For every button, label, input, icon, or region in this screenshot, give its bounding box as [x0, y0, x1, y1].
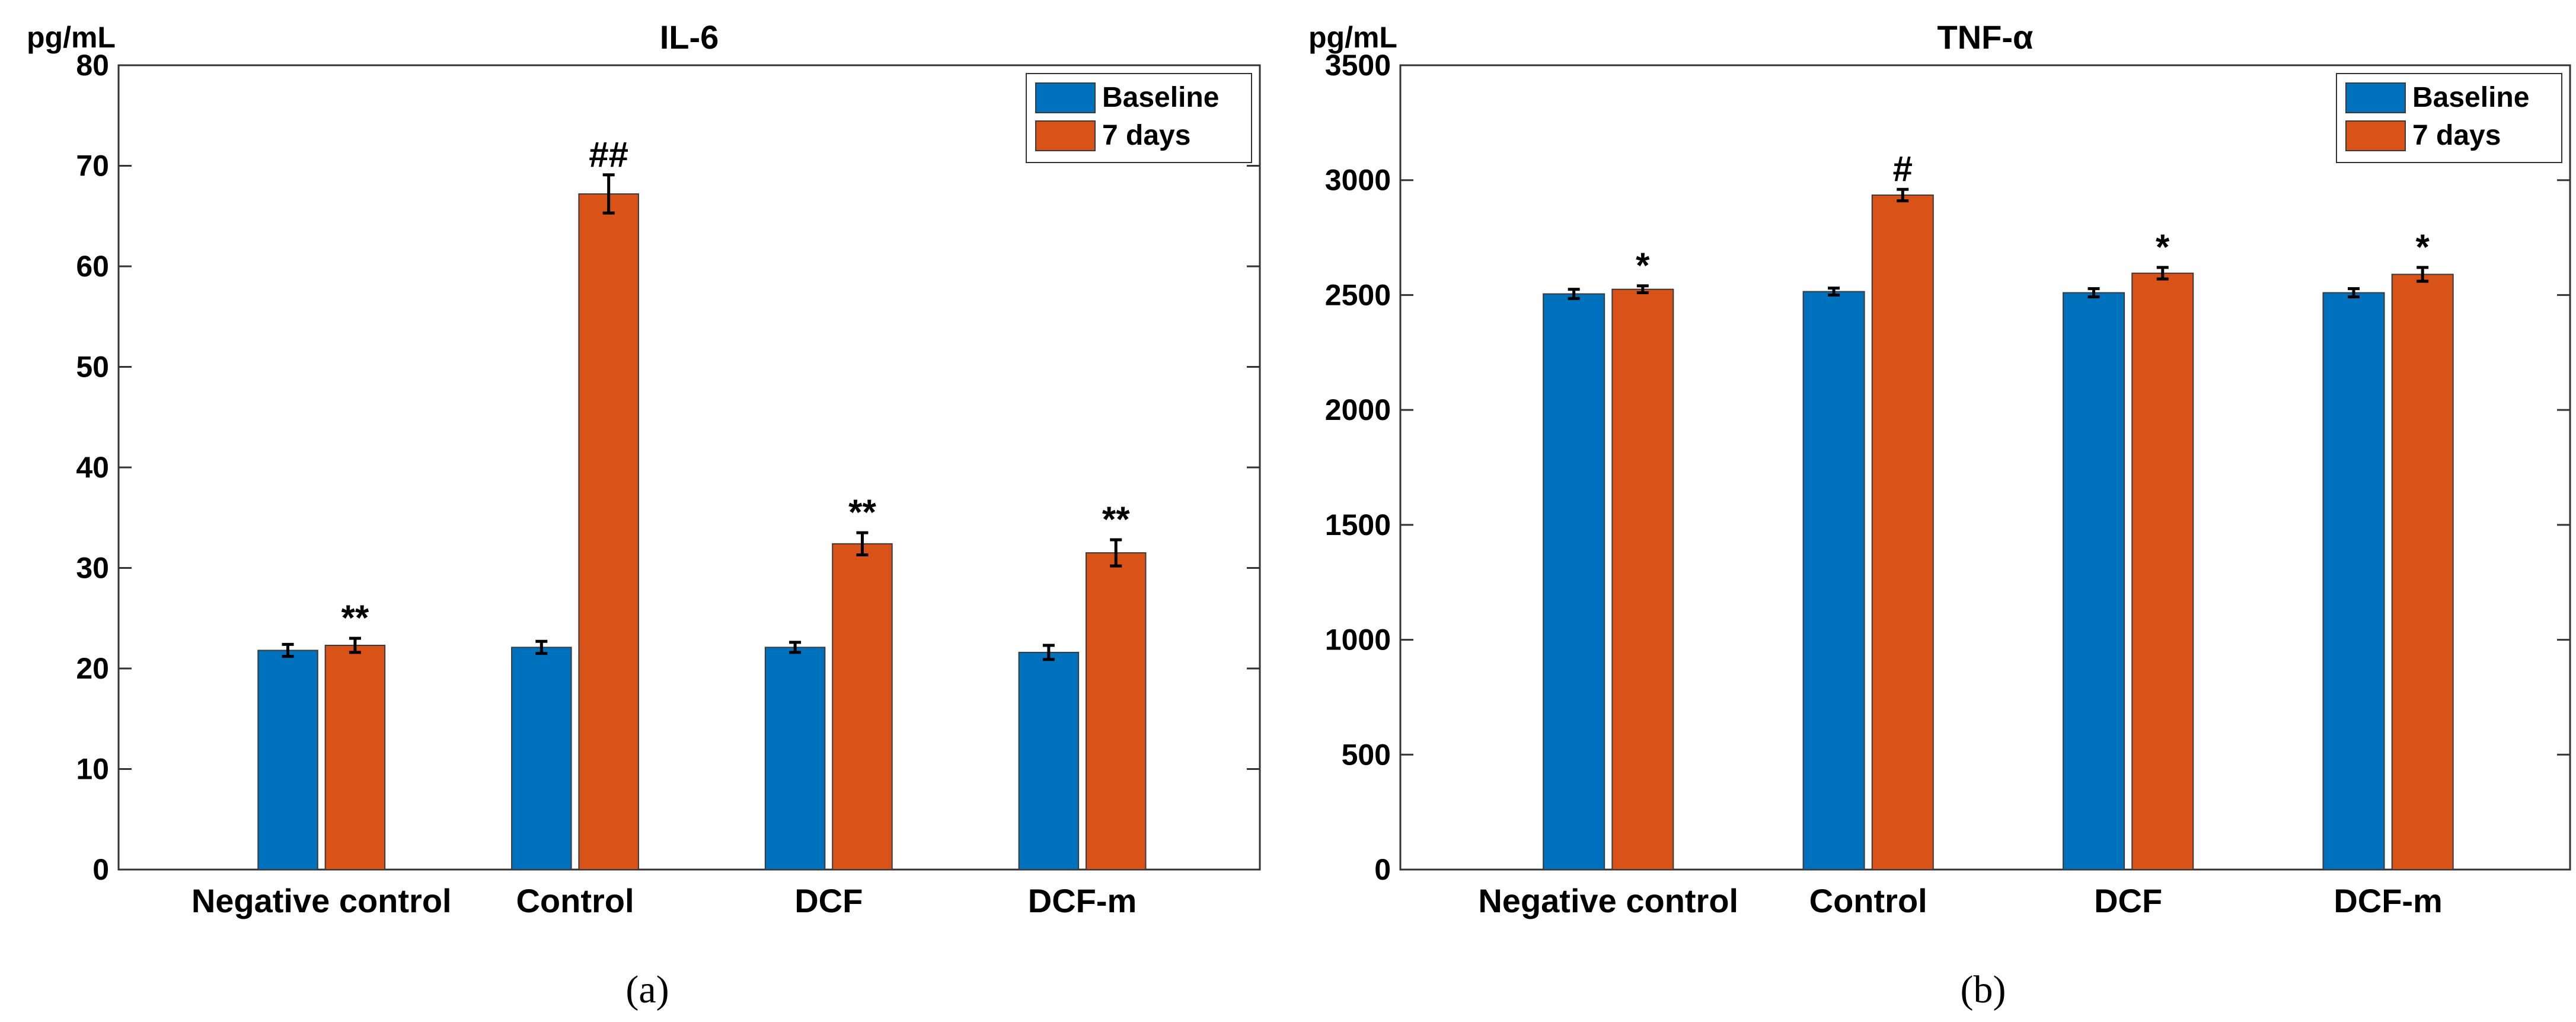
y-tick-label: 3000 [1325, 164, 1391, 197]
category-label-dcf: DCF [794, 882, 863, 919]
bar-7-days-negative-control [1611, 288, 1674, 870]
y-tick-label: 80 [76, 49, 109, 82]
y-tick-label: 30 [76, 552, 109, 585]
y-tick-label: 1500 [1325, 508, 1391, 542]
bar-baseline-control [511, 647, 572, 871]
bar-7-days-dcf [2131, 272, 2194, 870]
unit-label: pg/mL [1308, 21, 1397, 54]
y-tick-label: 70 [76, 149, 109, 183]
category-label-negative-control: Negative control [1478, 882, 1738, 919]
bar-7-days-dcf [832, 543, 893, 870]
bar-7-days-dcf-m [2391, 273, 2454, 870]
category-label-negative-control: Negative control [191, 882, 452, 919]
significance-marker: * [2156, 227, 2170, 267]
category-label-dcf-m: DCF-m [2334, 882, 2443, 919]
y-tick-label: 2000 [1325, 393, 1391, 426]
significance-marker: ** [1102, 499, 1130, 539]
bar-baseline-dcf [2063, 292, 2125, 871]
y-tick-label: 20 [76, 652, 109, 685]
legend-label-7-days: 7 days [2412, 120, 2501, 151]
y-tick-label: 40 [76, 451, 109, 484]
significance-marker: * [2416, 227, 2430, 267]
chart-title: TNF-α [1937, 18, 2034, 56]
legend-swatch-baseline [1035, 82, 1096, 113]
bar-baseline-dcf-m [1018, 651, 1080, 870]
bar-baseline-negative-control [1543, 293, 1605, 870]
legend-swatch-7-days [2345, 120, 2406, 151]
category-label-dcf-m: DCF-m [1028, 882, 1137, 919]
axes-box [1399, 64, 2571, 871]
y-tick-label: 500 [1342, 738, 1391, 771]
panel-label: (b) [1961, 968, 2006, 1011]
y-tick-label: 3500 [1325, 49, 1391, 82]
bar-7-days-control [578, 193, 639, 871]
y-tick-label: 0 [92, 853, 109, 886]
unit-label: pg/mL [27, 21, 116, 54]
significance-marker: # [1893, 149, 1913, 189]
bar-7-days-control [1871, 194, 1934, 871]
legend-swatch-baseline [2345, 82, 2406, 113]
y-tick-label: 50 [76, 351, 109, 384]
significance-marker: ** [341, 598, 369, 638]
category-label-control: Control [1809, 882, 1927, 919]
significance-marker: * [1636, 246, 1650, 285]
chart-title: IL-6 [660, 18, 719, 56]
legend-swatch-7-days [1035, 120, 1096, 151]
y-tick-label: 10 [76, 753, 109, 786]
panel-label: (a) [625, 968, 669, 1011]
bar-baseline-dcf [764, 647, 826, 871]
bar-baseline-negative-control [257, 650, 318, 870]
legend-label-baseline: Baseline [1102, 82, 1219, 113]
y-tick-label: 1000 [1325, 623, 1391, 657]
y-tick-label: 0 [1374, 853, 1391, 886]
y-tick-label: 60 [76, 250, 109, 283]
category-label-dcf: DCF [2094, 882, 2162, 919]
legend-label-baseline: Baseline [2412, 82, 2529, 113]
significance-marker: ** [848, 492, 876, 532]
category-label-control: Control [516, 882, 634, 919]
significance-marker: ## [589, 135, 628, 174]
bar-7-days-negative-control [324, 645, 386, 870]
bar-baseline-control [1802, 291, 1865, 871]
bar-baseline-dcf-m [2322, 292, 2385, 871]
bar-7-days-dcf-m [1085, 552, 1147, 870]
legend-label-7-days: 7 days [1102, 120, 1190, 151]
y-tick-label: 2500 [1325, 278, 1391, 311]
